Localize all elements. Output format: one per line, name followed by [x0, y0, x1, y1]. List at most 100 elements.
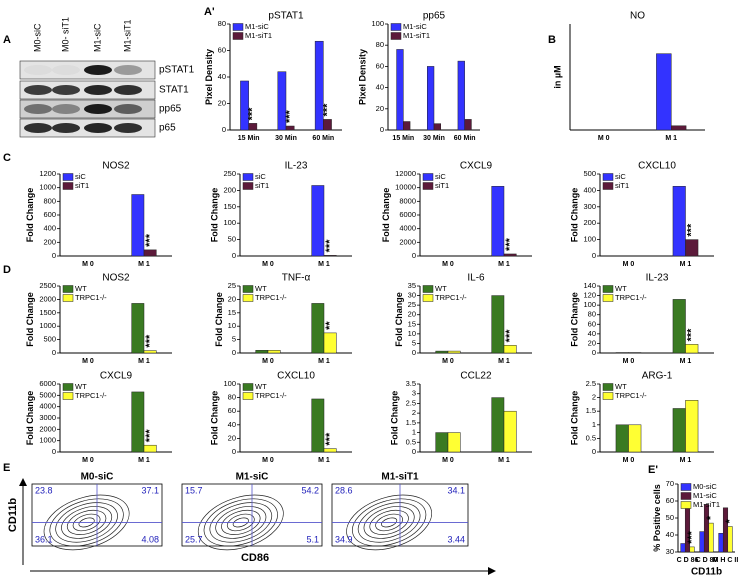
legend-swatch: [232, 32, 244, 40]
bar: [267, 350, 281, 354]
y-tick-label: 70: [666, 479, 674, 488]
legend-swatch: [62, 173, 74, 181]
y-tick-label: 15: [408, 319, 416, 328]
y-tick-label: 2: [412, 408, 416, 417]
legend-swatch: [242, 294, 254, 302]
legend-label: TRPC1-/-: [255, 391, 287, 400]
x-tick-label: M 1: [138, 457, 150, 464]
quadrant-value: 23.8: [35, 485, 53, 495]
contour: [357, 502, 421, 543]
y-tick-label: 1: [592, 420, 596, 429]
y-axis-label: Fold Change: [389, 391, 399, 446]
significance: ***: [247, 107, 259, 121]
arrow-head: [19, 478, 27, 486]
x-tick-label: 60 Min: [312, 135, 334, 142]
legend-label: WT: [75, 284, 87, 293]
quadrant-value: 37.1: [141, 485, 159, 495]
y-tick-label: 600: [43, 210, 56, 219]
significance: ***: [324, 432, 336, 446]
contour: [381, 517, 398, 528]
y-tick-label: 8000: [399, 196, 416, 205]
significance: **: [324, 321, 336, 330]
x-tick-label: M 1: [498, 358, 510, 365]
blot-band: [24, 123, 52, 133]
contour: [72, 513, 101, 532]
legend-swatch: [232, 23, 244, 31]
panel-label: D: [3, 264, 11, 276]
contour: [203, 498, 278, 547]
y-tick-label: 400: [43, 224, 56, 233]
y-tick-label: 20: [408, 310, 416, 319]
chart-title: IL-23: [646, 273, 669, 284]
chart-title: CCL22: [460, 371, 492, 382]
y-tick-label: 40: [666, 530, 674, 539]
legend-swatch: [390, 23, 402, 31]
x-tick-label: M 1: [680, 261, 692, 268]
blot-band: [114, 65, 142, 75]
flow-y-label: CD11b: [7, 498, 19, 533]
blot-band: [84, 85, 112, 95]
x-tick-label: M H C II: [713, 557, 739, 564]
legend-swatch: [602, 294, 614, 302]
legend-swatch: [62, 392, 74, 400]
x-tick-label: M 1: [138, 261, 150, 268]
y-tick-label: 1200: [39, 169, 56, 178]
contour: [49, 498, 124, 547]
x-tick-label: M 0: [82, 358, 94, 365]
chart-title: CXCL10: [638, 161, 676, 172]
significance: ***: [144, 429, 156, 443]
bar: [615, 424, 629, 453]
legend-label: WT: [75, 382, 87, 391]
lane-label: M0- siT1: [60, 17, 70, 52]
arrow-head: [488, 567, 496, 575]
legend-swatch: [62, 294, 74, 302]
x-tick-label: C D 86: [677, 557, 699, 564]
legend-label: WT: [255, 284, 267, 293]
y-tick-label: 1500: [39, 308, 56, 317]
bar: [143, 249, 157, 257]
contour: [209, 502, 273, 543]
legend-swatch: [62, 285, 74, 293]
x-tick-label: 30 Min: [275, 135, 297, 142]
legend-swatch: [602, 383, 614, 391]
legend-swatch: [390, 32, 402, 40]
x-tick-label: M 1: [318, 457, 330, 464]
y-axis-label: Fold Change: [209, 391, 219, 446]
contour: [78, 517, 95, 528]
bar: [464, 119, 472, 131]
y-axis-label: Fold Change: [214, 292, 224, 347]
bar: [656, 53, 672, 131]
legend-label: TRPC1-/-: [255, 293, 287, 302]
bar: [703, 504, 710, 553]
legend-label: TRPC1-/-: [75, 391, 107, 400]
legend-swatch: [422, 182, 434, 190]
y-tick-label: 5: [232, 335, 236, 344]
contour: [197, 494, 284, 551]
y-tick-label: 100: [223, 379, 236, 388]
legend-swatch: [242, 383, 254, 391]
bar: [491, 295, 505, 354]
blot-band: [52, 104, 80, 114]
y-tick-label: 3: [412, 389, 416, 398]
bar: [503, 410, 517, 453]
x-tick-label: M 0: [598, 135, 610, 142]
panel-label: E: [3, 462, 10, 474]
y-tick-label: 60: [588, 319, 596, 328]
y-tick-label: 0: [380, 125, 384, 134]
quadrant-value: 28.6: [335, 485, 353, 495]
quadrant-value: 4.08: [141, 534, 159, 544]
legend-label: M1-siC: [693, 491, 717, 500]
significance: ***: [686, 530, 698, 544]
legend-label: siT1: [255, 181, 269, 190]
quadrant-value: 54.2: [301, 485, 319, 495]
contour: [369, 509, 409, 535]
blot-band: [24, 85, 52, 95]
y-tick-label: 0: [592, 348, 596, 357]
bar: [323, 119, 332, 131]
y-tick-label: 2000: [39, 294, 56, 303]
significance: ***: [504, 329, 516, 343]
legend-label: siC: [615, 172, 626, 181]
bar: [143, 350, 157, 354]
x-tick-label: C D 80: [696, 557, 718, 564]
x-tick-label: M 0: [82, 457, 94, 464]
